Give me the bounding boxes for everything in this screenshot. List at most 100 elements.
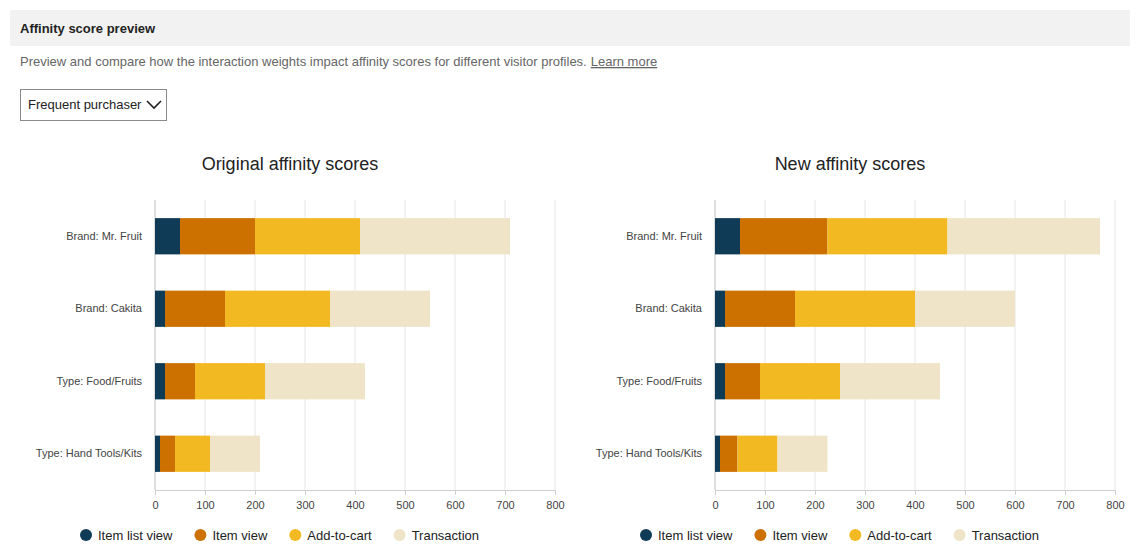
legend-item: Add-to-cart [289,528,372,543]
legend-swatch [394,529,406,541]
grid-line [555,200,556,490]
legend-swatch [640,529,652,541]
x-tick-label: 300 [296,499,314,511]
x-tick-label: 800 [546,499,564,511]
legend-label: Item view [212,528,268,543]
affinity-panel: Affinity score preview Preview and compar… [0,0,1140,560]
legend: Item list view Item view Add-to-cart Transa… [80,528,479,543]
legend-label: Add-to-cart [307,528,372,543]
bar-segment [760,363,840,399]
x-tick-label: 100 [756,499,774,511]
legend-label: Transaction [972,528,1039,543]
dropdown-chevron[interactable] [147,101,161,108]
x-axis: 0100200300400500600700800 [712,490,1124,511]
x-tick: 500 [396,490,414,511]
legend-item: Transaction [954,528,1039,543]
legend-label: Item view [772,528,828,543]
description: Preview and compare how the interaction … [20,54,657,69]
y-tick: Brand: Mr. Fruit [626,230,715,242]
legend-label: Transaction [412,528,479,543]
y-tick: Type: Food/Fruits [616,375,715,387]
x-tick-mark [205,490,206,495]
bar-segment [715,291,725,327]
x-tick: 400 [346,490,364,511]
legend-swatch [80,529,92,541]
bar-segment [738,436,778,472]
grid [715,200,1115,490]
learn-more-link[interactable]: Learn more [591,54,657,69]
x-tick-mark [305,490,306,495]
bar-segment [915,291,1015,327]
bar-segment [225,291,330,327]
y-tick: Type: Hand Tools/Kits [36,447,155,459]
y-tick-label: Type: Hand Tools/Kits [36,447,143,459]
bar-segment [725,291,795,327]
x-axis: 0 100 200 300 400 500 600 700 800 [152,490,564,511]
dropdown-label[interactable]: Frequent purchaser [28,97,142,112]
bar-segment [180,218,255,254]
y-tick-label: Brand: Cakita [635,302,703,314]
chart: New affinity scores010020030040050060070… [596,154,1125,543]
bars [715,218,1100,472]
x-axis-line [156,491,556,496]
legend-swatch [289,529,301,541]
bar-segment [948,218,1101,254]
bar-segment [165,291,225,327]
y-tick-label: Brand: Mr. Fruit [66,230,142,242]
legend-swatch [194,529,206,541]
legend-swatch [849,529,861,541]
x-tick-mark [1065,490,1066,495]
legend-item: Transaction [394,528,479,543]
x-tick-label: 800 [1106,499,1124,511]
bar-segment [160,436,175,472]
bar-segment [330,291,430,327]
profile-dropdown[interactable]: Frequent purchaser [21,90,167,121]
x-tick: 700 [1056,490,1074,511]
y-tick-label: Type: Hand Tools/Kits [596,447,703,459]
x-tick: 200 [246,490,264,511]
header-bar [10,10,1130,46]
bar-segment [155,291,165,327]
bar-segment [210,436,260,472]
bar-segment [740,218,828,254]
bar-segment [828,218,948,254]
x-tick-mark [155,490,156,495]
x-tick-label: 700 [496,499,514,511]
x-tick-mark [815,490,816,495]
x-tick-mark [965,490,966,495]
x-tick-label: 500 [396,499,414,511]
bar-segment [725,363,760,399]
bar-segment [795,291,915,327]
legend-item: Item view [194,528,268,543]
y-tick: Type: Food/Fruits [56,375,155,387]
bars [155,218,510,472]
y-tick-label: Brand: Cakita [75,302,143,314]
x-tick: 800 [1106,490,1124,511]
x-tick: 500 [956,490,974,511]
legend-item: Item list view [80,528,173,543]
x-tick: 600 [446,490,464,511]
x-tick-mark [765,490,766,495]
x-tick-label: 0 [152,499,158,511]
bar-segment [778,436,828,472]
legend-label: Add-to-cart [867,528,932,543]
y-tick: Brand: Cakita [635,302,715,314]
x-tick: 100 [196,490,214,511]
legend-label: Item list view [658,528,733,543]
x-tick: 800 [546,490,564,511]
x-tick: 0 [152,490,158,511]
x-tick-mark [505,490,506,495]
x-tick: 300 [296,490,314,511]
y-tick-label: Type: Food/Fruits [56,375,142,387]
x-tick-mark [915,490,916,495]
dropdown-box[interactable] [21,90,167,121]
x-tick-label: 200 [806,499,824,511]
x-tick: 200 [806,490,824,511]
bar-segment [175,436,210,472]
legend-label: Item list view [98,528,173,543]
legend-item: Add-to-cart [849,528,932,543]
bar-segment [720,436,738,472]
bar-segment [715,363,725,399]
panel-title: Affinity score preview [20,21,156,36]
legend-swatch [954,529,966,541]
